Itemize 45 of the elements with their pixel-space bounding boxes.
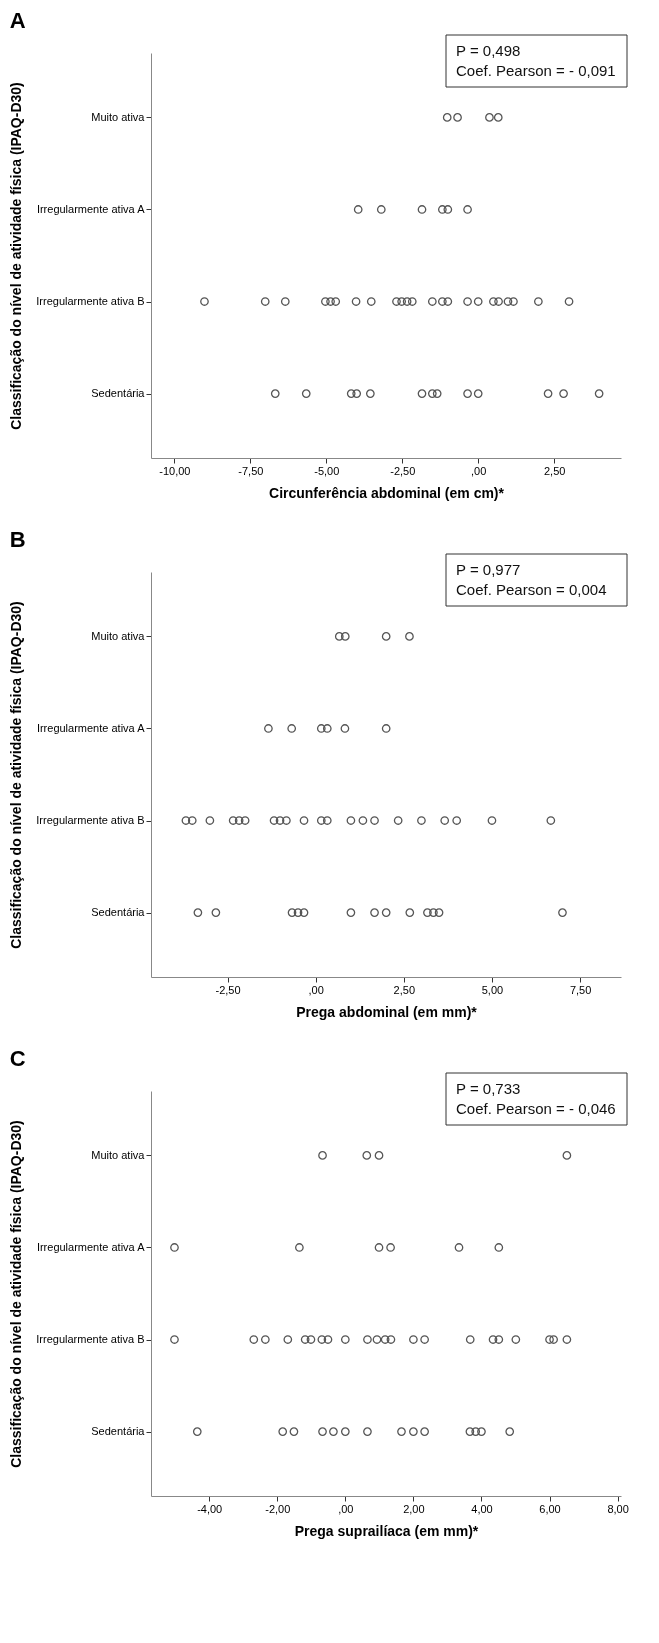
x-tick-label: ,00	[338, 1502, 354, 1515]
x-tick-label: -7,50	[238, 464, 264, 477]
x-axis-title: Circunferência abdominal (em cm)*	[269, 484, 505, 501]
y-tick-label: Muito ativa	[91, 110, 146, 123]
annotation: Coef. Pearson = - 0,091	[456, 62, 616, 79]
y-tick-label: Irregularmente ativa B	[36, 295, 145, 308]
x-tick-label: 5,00	[481, 983, 504, 996]
y-tick-label: Sedentária	[91, 1425, 146, 1438]
annotation: Coef. Pearson = - 0,046	[456, 1100, 616, 1117]
annotation: P = 0,733	[456, 1080, 521, 1097]
y-tick-label: Sedentária	[91, 387, 146, 400]
x-tick-label: -5,00	[314, 464, 340, 477]
x-tick-label: -10,00	[159, 464, 191, 477]
y-tick-label: Irregularmente ativa A	[36, 721, 146, 734]
y-tick-label: Irregularmente ativa A	[36, 202, 146, 215]
x-tick-label: -2,50	[215, 983, 241, 996]
x-tick-label: -4,00	[197, 1502, 223, 1515]
x-tick-label: 2,00	[403, 1502, 425, 1515]
y-tick-label: Irregularmente ativa A	[36, 1240, 146, 1253]
annotation: Coef. Pearson = 0,004	[456, 581, 607, 598]
x-tick-label: ,00	[471, 464, 487, 477]
x-tick-label: 4,00	[471, 1502, 493, 1515]
chart-title: A	[9, 7, 26, 33]
y-tick-label: Sedentária	[91, 906, 146, 919]
annotation: P = 0,498	[456, 42, 521, 59]
y-tick-label: Irregularmente ativa B	[36, 814, 145, 827]
y-axis-title: Classificação do nível de atividade física (IPAQ-D30)	[8, 1120, 25, 1468]
x-tick-label: 2,50	[543, 464, 566, 477]
y-tick-label: Muito ativa	[91, 629, 146, 642]
x-axis-title: Prega abdominal (em mm)*	[296, 1003, 478, 1020]
x-axis-title: Prega suprailíaca (em mm)*	[294, 1522, 479, 1539]
y-axis-title: Classificação do nível de atividade física (IPAQ-D30)	[8, 601, 25, 949]
x-tick-label: ,00	[308, 983, 324, 996]
chart-title: C	[9, 1045, 26, 1071]
x-tick-label: -2,50	[390, 464, 416, 477]
y-tick-label: Muito ativa	[91, 1148, 146, 1161]
x-tick-label: -2,00	[265, 1502, 291, 1515]
x-tick-label: 2,50	[393, 983, 416, 996]
y-axis-title: Classificação do nível de atividade física (IPAQ-D30)	[8, 82, 25, 430]
y-tick-label: Irregularmente ativa B	[36, 1333, 145, 1346]
annotation: P = 0,977	[456, 561, 521, 578]
x-tick-label: 7,50	[569, 983, 592, 996]
chart-title: B	[9, 526, 26, 552]
x-tick-label: 8,00	[607, 1502, 629, 1515]
x-tick-label: 6,00	[539, 1502, 561, 1515]
